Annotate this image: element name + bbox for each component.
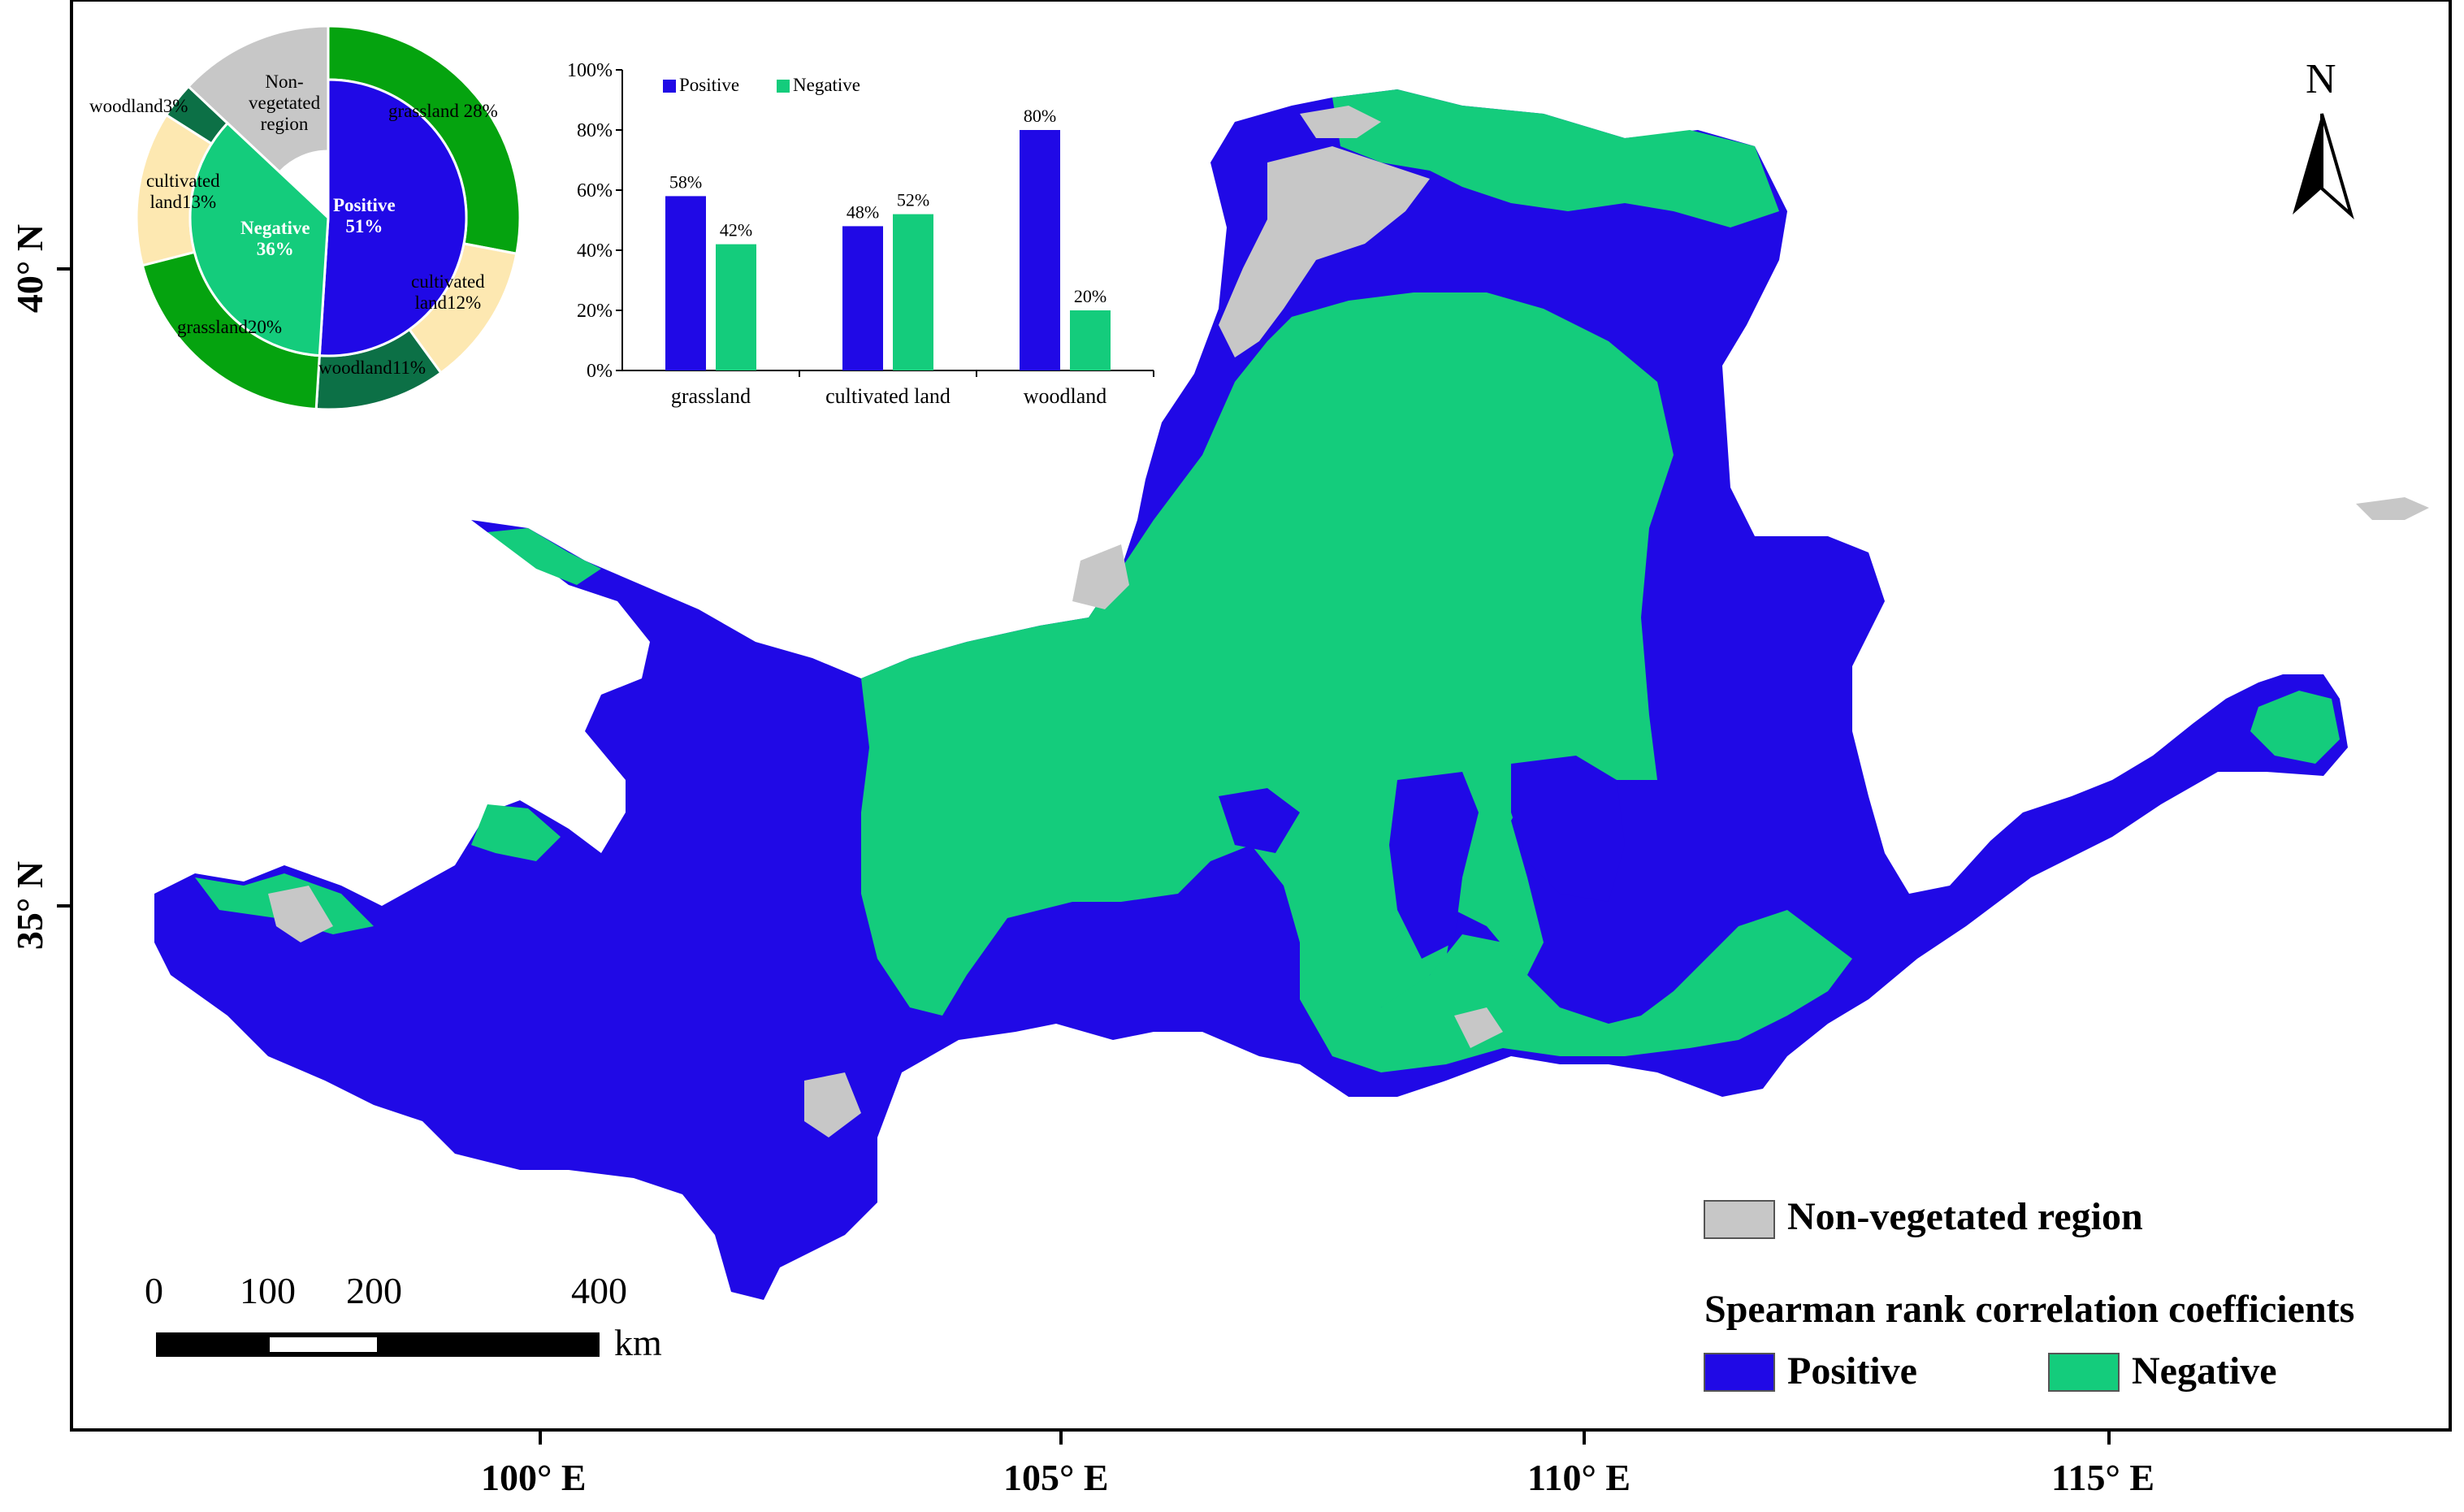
donut-outer-label-grassland28: grassland 28% bbox=[388, 101, 498, 121]
region-negative-west bbox=[195, 528, 601, 934]
bar-negative-2 bbox=[1070, 310, 1111, 370]
scale-tick-200: 200 bbox=[346, 1270, 402, 1311]
legend-negative-swatch bbox=[2048, 1353, 2120, 1392]
bar-legend-positive-swatch bbox=[663, 80, 676, 93]
bar-positive-1 bbox=[842, 226, 883, 370]
bar-data-label: 20% bbox=[1074, 286, 1106, 306]
legend-nonveg-swatch bbox=[1704, 1200, 1775, 1239]
legend-positive-label: Positive bbox=[1787, 1350, 1917, 1393]
bar-y-tick-label: 60% bbox=[577, 180, 613, 201]
donut-outer-label-cultivated12: cultivated land12% bbox=[411, 271, 485, 313]
y-tick-40: 40° N bbox=[9, 223, 51, 314]
donut-inner-negative-fill bbox=[188, 121, 330, 357]
scale-tick-100: 100 bbox=[240, 1270, 296, 1311]
x-tick-100: 100° E bbox=[481, 1457, 587, 1498]
region-negative-south bbox=[1300, 910, 1852, 1072]
axis-ticks bbox=[57, 267, 2111, 1445]
donut-nonveg-label: Non- vegetated region bbox=[249, 71, 321, 134]
bar-data-label: 58% bbox=[669, 171, 702, 192]
bar-legend-negative-label: Negative bbox=[793, 75, 861, 95]
y-tick-35: 35° N bbox=[9, 860, 51, 951]
bar-category-label: grassland bbox=[671, 384, 751, 408]
donut-chart bbox=[135, 24, 522, 411]
donut-inner-negative-label: Negative 36% bbox=[240, 218, 310, 259]
donut-outer-label-grassland20: grassland20% bbox=[177, 317, 283, 337]
bar-category-label: cultivated land bbox=[825, 384, 951, 408]
north-label: N bbox=[2306, 56, 2336, 102]
legend-nonveg-label: Non-vegetated region bbox=[1787, 1195, 2143, 1238]
legend-title: Spearman rank correlation coefficients bbox=[1704, 1288, 2355, 1331]
region-negative-north bbox=[1332, 89, 1779, 227]
bar-chart: 0% 20% 40% 60% 80% 100% grassland 58% 42% cultiva… bbox=[567, 60, 1154, 408]
scale-bar bbox=[156, 1332, 600, 1357]
region-positive-patch bbox=[1219, 756, 1625, 959]
bar-y-tick-label: 100% bbox=[567, 60, 613, 81]
bar-data-label: 80% bbox=[1024, 106, 1056, 126]
legend-positive-swatch bbox=[1704, 1353, 1775, 1392]
donut-outer-label-cultivated13: cultivated land13% bbox=[146, 171, 220, 212]
bar-data-label: 52% bbox=[897, 190, 929, 210]
scale-unit: km bbox=[614, 1322, 662, 1363]
x-tick-115: 115° E bbox=[2051, 1457, 2155, 1498]
bar-category-label: woodland bbox=[1024, 384, 1107, 408]
donut-inner-positive-label: Positive 51% bbox=[333, 195, 396, 236]
bar-legend-positive-label: Positive bbox=[679, 75, 740, 95]
bar-y-tick-label: 20% bbox=[577, 301, 613, 322]
bar-data-label: 48% bbox=[847, 201, 879, 222]
study-region bbox=[154, 89, 2429, 1300]
bar-y-tick-label: 80% bbox=[577, 120, 613, 141]
x-tick-110: 110° E bbox=[1527, 1457, 1631, 1498]
donut-outer-label-woodland3: woodland3% bbox=[89, 96, 188, 116]
bar-positive-0 bbox=[665, 196, 706, 370]
north-arrow-icon bbox=[2293, 113, 2354, 220]
bar-negative-0 bbox=[716, 244, 756, 370]
bar-positive-2 bbox=[1020, 130, 1060, 370]
bar-data-label: 42% bbox=[720, 220, 752, 240]
bar-negative-1 bbox=[893, 214, 933, 370]
region-negative-east bbox=[2250, 691, 2340, 764]
donut-inner-positive-fill bbox=[318, 78, 468, 357]
bar-legend-negative-swatch bbox=[777, 80, 790, 93]
bar-y-tick-label: 0% bbox=[587, 361, 613, 382]
legend-negative-label: Negative bbox=[2132, 1350, 2277, 1393]
scale-tick-0: 0 bbox=[145, 1270, 163, 1311]
bar-y-tick-label: 40% bbox=[577, 240, 613, 262]
scale-tick-400: 400 bbox=[571, 1270, 627, 1311]
x-tick-105: 105° E bbox=[1003, 1457, 1109, 1498]
donut-outer-label-woodland11: woodland11% bbox=[318, 357, 427, 378]
map-frame bbox=[70, 0, 2452, 1432]
